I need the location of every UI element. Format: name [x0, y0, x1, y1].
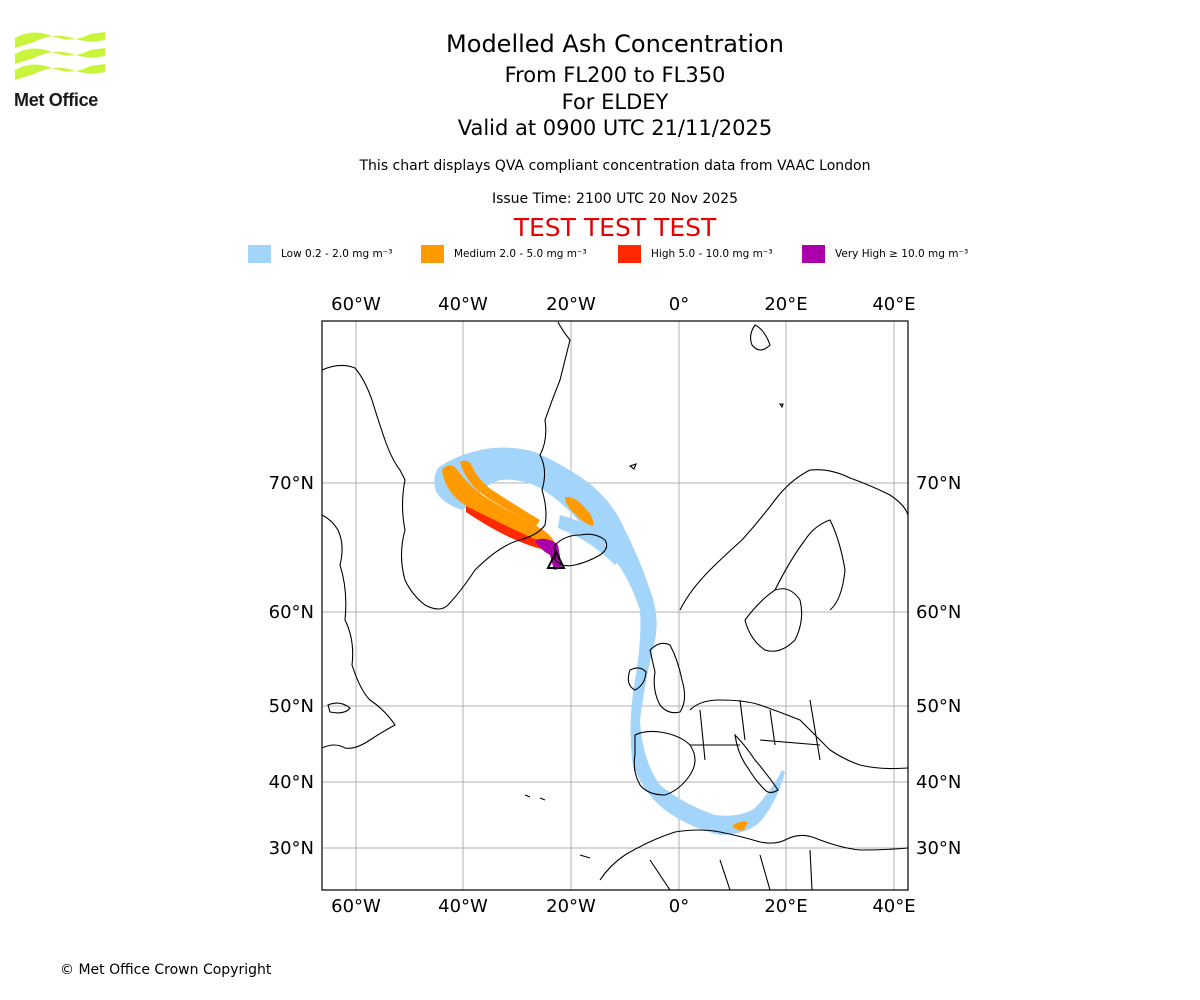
chart-title: Modelled Ash Concentration — [446, 30, 784, 58]
flight-levels: From FL200 to FL350 — [504, 63, 726, 87]
lat-tick-30n-right: 30°N — [916, 838, 961, 859]
lat-ticks-left: 70°N 60°N 50°N 40°N 30°N — [269, 473, 314, 859]
lon-tick-40e-bottom: 40°E — [872, 896, 915, 917]
legend-item-medium: Medium 2.0 - 5.0 mg m⁻³ — [421, 244, 587, 264]
valid-time: Valid at 0900 UTC 21/11/2025 — [457, 116, 773, 140]
issue-time: Issue Time: 2100 UTC 20 Nov 2025 — [491, 191, 739, 207]
copyright-footer: © Met Office Crown Copyright — [60, 962, 272, 978]
lon-tick-0-bottom: 0° — [669, 896, 689, 917]
lat-tick-50n-right: 50°N — [916, 696, 961, 717]
lat-tick-50n-left: 50°N — [269, 696, 314, 717]
legend-label-high: High 5.0 - 10.0 mg m⁻³ — [651, 248, 773, 260]
ash-high-concentration — [466, 506, 548, 550]
lon-tick-20e-bottom: 20°E — [764, 896, 807, 917]
lat-tick-30n-left: 30°N — [269, 838, 314, 859]
lon-ticks-top: 60°W 40°W 20°W 0° 20°E 40°E — [331, 294, 915, 315]
legend-item-low: Low 0.2 - 2.0 mg m⁻³ — [248, 244, 392, 264]
lon-tick-40w-top: 40°W — [438, 294, 488, 315]
legend-swatch-low — [248, 245, 271, 263]
lon-tick-60w-bottom: 60°W — [331, 896, 381, 917]
lon-tick-20w-bottom: 20°W — [546, 896, 596, 917]
lon-tick-40w-bottom: 40°W — [438, 896, 488, 917]
volcano-marker — [546, 549, 566, 569]
lon-tick-60w-top: 60°W — [331, 294, 381, 315]
chart-description: This chart displays QVA compliant concen… — [359, 158, 871, 174]
legend-label-medium: Medium 2.0 - 5.0 mg m⁻³ — [454, 248, 587, 260]
met-office-logo — [15, 32, 105, 80]
legend: Low 0.2 - 2.0 mg m⁻³ Medium 2.0 - 5.0 mg… — [0, 244, 1200, 264]
lat-tick-60n-left: 60°N — [269, 602, 314, 623]
ash-medium-concentration — [442, 460, 748, 831]
lat-tick-60n-right: 60°N — [916, 602, 961, 623]
coastlines — [322, 321, 908, 890]
lat-tick-70n-left: 70°N — [269, 473, 314, 494]
lon-tick-0-top: 0° — [669, 294, 689, 315]
lon-tick-20e-top: 20°E — [764, 294, 807, 315]
legend-label-very-high: Very High ≥ 10.0 mg m⁻³ — [835, 248, 969, 260]
lat-ticks-right: 70°N 60°N 50°N 40°N 30°N — [916, 473, 961, 859]
test-banner: TEST TEST TEST — [513, 213, 717, 242]
map-background — [322, 321, 908, 890]
lat-tick-70n-right: 70°N — [916, 473, 961, 494]
gridlines — [322, 321, 908, 890]
lat-tick-40n-right: 40°N — [916, 772, 961, 793]
map-content — [322, 321, 908, 890]
legend-item-very-high: Very High ≥ 10.0 mg m⁻³ — [802, 244, 968, 264]
logo-text: Met Office — [14, 90, 99, 110]
legend-item-high: High 5.0 - 10.0 mg m⁻³ — [618, 244, 773, 264]
lon-tick-20w-top: 20°W — [546, 294, 596, 315]
legend-label-low: Low 0.2 - 2.0 mg m⁻³ — [281, 248, 393, 260]
legend-swatch-very-high — [802, 245, 825, 263]
legend-swatch-high — [618, 245, 641, 263]
map-frame — [321, 320, 909, 891]
target-name: For ELDEY — [561, 90, 669, 114]
lon-ticks-bottom: 60°W 40°W 20°W 0° 20°E 40°E — [331, 896, 915, 917]
lon-tick-40e-top: 40°E — [872, 294, 915, 315]
lat-tick-40n-left: 40°N — [269, 772, 314, 793]
legend-swatch-medium — [421, 245, 444, 263]
